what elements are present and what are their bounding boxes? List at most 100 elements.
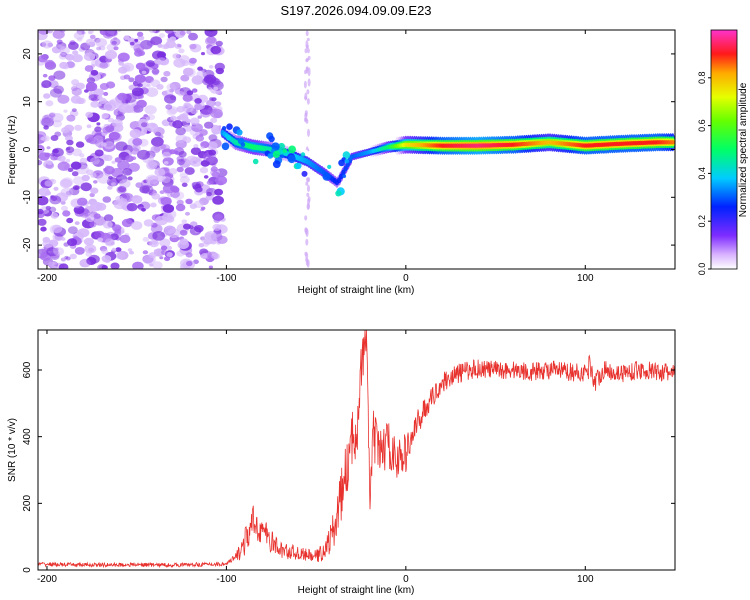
noise-blob xyxy=(60,177,74,187)
noise-blob xyxy=(186,30,192,35)
snr-y-label: SNR (10 * v/v) xyxy=(7,418,18,482)
noise-blob xyxy=(200,208,205,212)
noise-blob xyxy=(127,37,136,44)
noise-blob xyxy=(190,147,201,156)
noise-blob xyxy=(99,61,109,69)
signal-blob xyxy=(322,172,331,181)
noise-blob xyxy=(152,231,166,241)
snr-line xyxy=(38,330,675,569)
noise-blob xyxy=(90,69,99,76)
noise-blob xyxy=(119,234,131,244)
noise-blob xyxy=(97,237,104,242)
noise-blob xyxy=(38,55,48,63)
noise-blob xyxy=(88,30,94,34)
signal-blob xyxy=(222,126,227,131)
spectrogram-y-label: Frequency (Hz) xyxy=(7,116,18,185)
weak-blob xyxy=(307,196,311,203)
noise-blob xyxy=(182,94,193,102)
noise-blob xyxy=(52,80,58,85)
noise-blob xyxy=(128,84,137,91)
noise-blob xyxy=(141,70,147,75)
noise-blob xyxy=(150,79,161,88)
noise-blob xyxy=(116,186,127,194)
noise-blob xyxy=(214,175,228,186)
noise-blob xyxy=(210,45,222,55)
weak-blob xyxy=(304,69,307,75)
noise-blob xyxy=(200,253,209,259)
noise-blob xyxy=(153,145,162,152)
noise-blob xyxy=(63,109,68,113)
noise-blob xyxy=(101,115,107,119)
noise-blob xyxy=(115,251,126,260)
noise-blob xyxy=(211,237,218,243)
noise-blob xyxy=(147,176,153,181)
noise-blob xyxy=(71,148,83,157)
noise-blob xyxy=(141,208,146,212)
noise-blob xyxy=(45,205,51,211)
snr-plot-area xyxy=(38,330,675,569)
noise-blob xyxy=(142,236,150,242)
x-tick-label: 100 xyxy=(577,574,594,585)
noise-blob xyxy=(146,161,158,170)
noise-blob xyxy=(53,247,65,256)
noise-blob xyxy=(209,97,214,101)
noise-blob xyxy=(176,166,184,173)
noise-blob xyxy=(92,157,105,167)
noise-blob xyxy=(172,87,179,93)
noise-blob xyxy=(108,131,122,142)
noise-blob xyxy=(212,223,222,231)
noise-blob xyxy=(45,100,54,107)
weak-blob xyxy=(304,227,308,235)
snr-panel: -200 -100 0 100 0 200 400 600 Height of straig… xyxy=(7,329,676,596)
noise-blob xyxy=(46,160,53,166)
noise-blob xyxy=(65,159,71,163)
snr-frame xyxy=(37,329,676,571)
signal-blob xyxy=(268,135,275,143)
noise-blob xyxy=(113,199,127,210)
weak-blob xyxy=(307,128,310,137)
noise-blob xyxy=(208,65,214,69)
noise-blob xyxy=(207,141,218,150)
noise-blob xyxy=(51,147,64,157)
noise-blob xyxy=(176,199,184,206)
noise-blob xyxy=(76,37,83,42)
noise-blob xyxy=(204,231,217,240)
noise-blob xyxy=(117,92,128,101)
noise-blob xyxy=(132,261,144,269)
colorbar-tick-label: 0.8 xyxy=(697,72,707,85)
noise-blob xyxy=(83,237,94,246)
signal-blob xyxy=(335,190,342,197)
signal-blob xyxy=(295,162,302,170)
noise-blob xyxy=(150,145,161,154)
signal-blob xyxy=(252,158,259,165)
noise-blob xyxy=(199,167,209,174)
noise-blob xyxy=(202,242,209,247)
noise-blob xyxy=(159,238,171,247)
noise-blob xyxy=(53,186,59,191)
noise-blob xyxy=(141,122,148,128)
noise-blob xyxy=(61,205,68,212)
noise-blob xyxy=(123,74,131,80)
noise-blob xyxy=(63,242,70,247)
noise-blob xyxy=(67,238,78,247)
noise-blob xyxy=(149,263,154,267)
weak-blob xyxy=(305,30,309,37)
noise-blob xyxy=(86,124,92,129)
noise-blob xyxy=(152,261,163,269)
noise-blob xyxy=(188,57,197,64)
noise-blob xyxy=(204,121,214,129)
noise-blob xyxy=(105,125,115,133)
noise-blob xyxy=(200,145,205,150)
noise-blob xyxy=(48,112,56,118)
noise-blob xyxy=(197,115,202,119)
noise-blob xyxy=(129,250,134,255)
noise-blob xyxy=(188,32,198,41)
noise-blob xyxy=(67,167,74,172)
colorbar-ticks: 0.0 0.2 0.4 0.6 0.8 xyxy=(697,72,711,275)
noise-blob xyxy=(128,77,135,83)
noise-blob xyxy=(127,248,133,252)
noise-blob xyxy=(201,52,205,56)
signal-blob xyxy=(226,123,233,130)
noise-blob xyxy=(57,155,66,162)
